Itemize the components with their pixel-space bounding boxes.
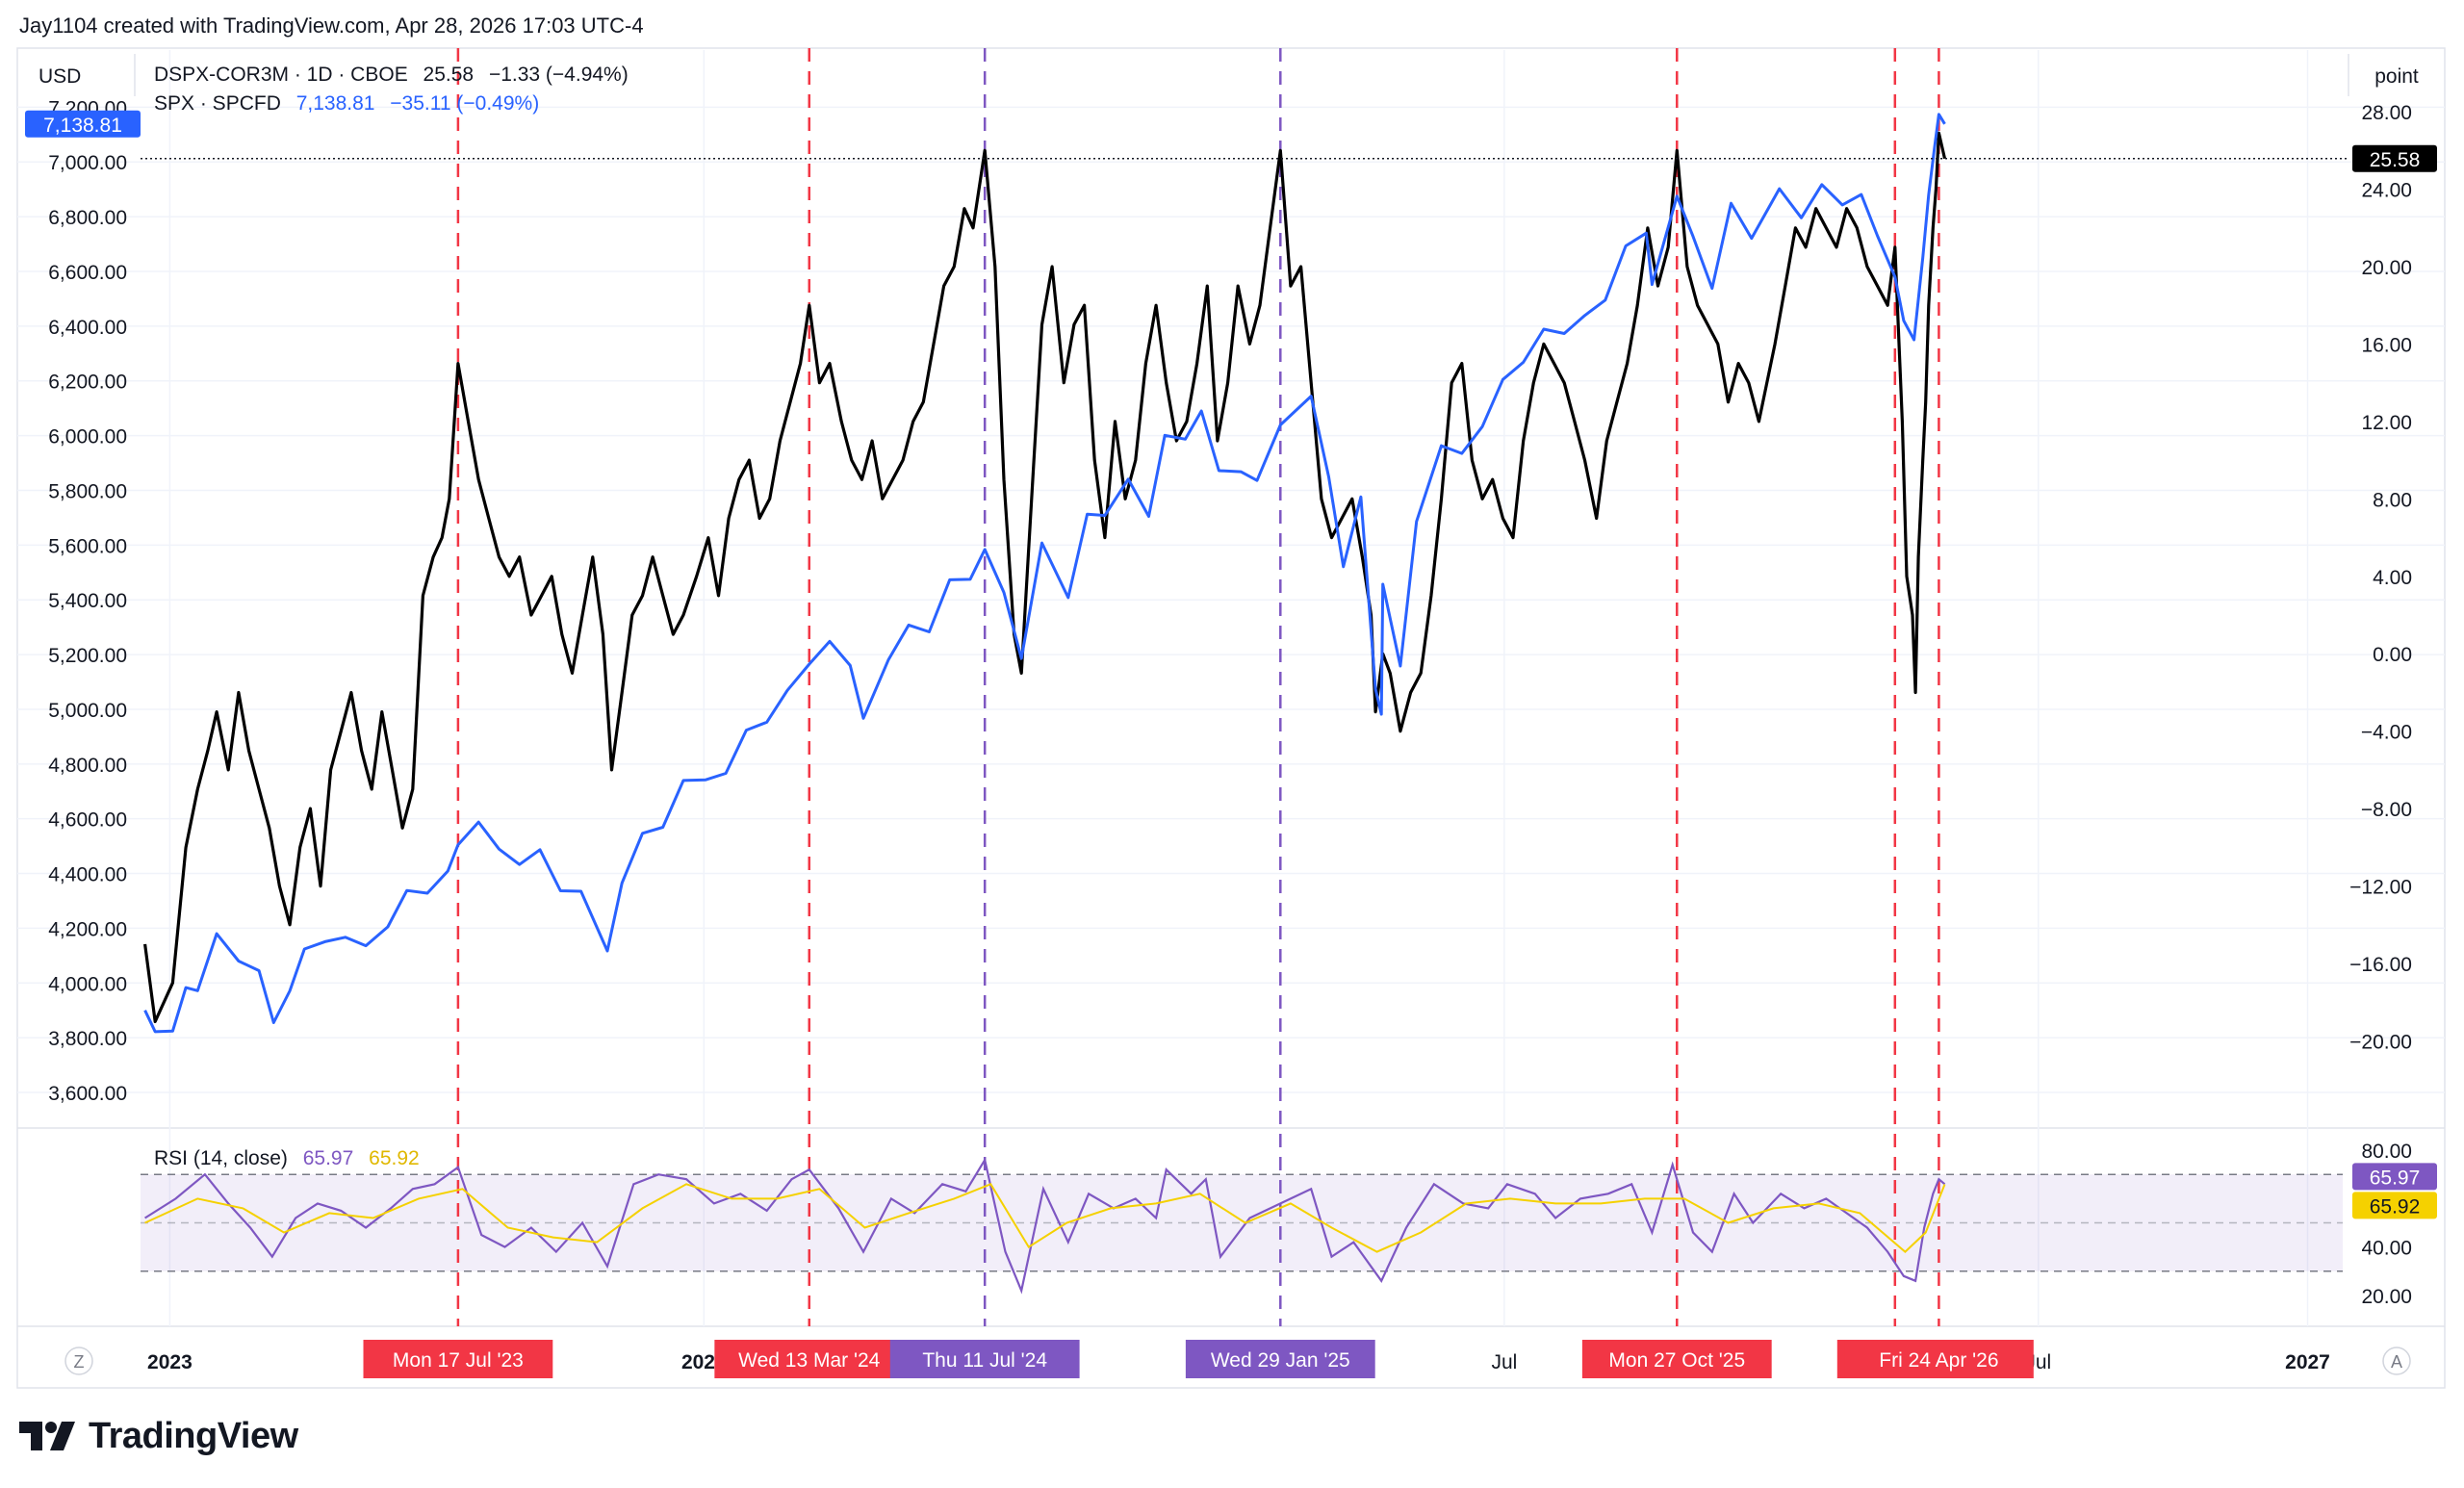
left-tick-label: 4,200.00 <box>48 918 127 940</box>
compare-last: 7,138.81 <box>296 92 375 115</box>
left-tick-label: 5,000.00 <box>48 700 127 722</box>
marker-label-bg <box>1844 1340 2034 1378</box>
svg-text:SPX · SPCFD 7,138.81: SPX · SPCFD 7,138.81 −35.11 (−0.49%) <box>154 92 539 115</box>
vertical-markers <box>456 48 1940 1326</box>
brand-logo[interactable]: TradingView <box>19 1415 298 1457</box>
left-tick-label: 5,200.00 <box>48 645 127 667</box>
grid-lines <box>17 50 2445 1326</box>
svg-text:RSI (14, close) 65.97: RSI (14, close) 65.97 65.92 <box>154 1147 420 1169</box>
right-tick-label: 4.00 <box>2373 567 2412 589</box>
brand-name: TradingView <box>89 1415 298 1456</box>
right-tick-label: 0.00 <box>2373 644 2412 666</box>
compare-change: −35.11 (−0.49%) <box>390 92 539 115</box>
rsi-title[interactable]: RSI (14, close) <box>154 1147 288 1169</box>
marker-labels: Mon 17 Jul '23 Wed 13 Mar '24 Thu 11 Jul '… <box>363 1340 2034 1378</box>
time-tick-label: 2027 <box>2285 1351 2330 1373</box>
left-tick-label: 6,800.00 <box>48 207 127 229</box>
series-line-spx <box>143 113 1946 1034</box>
left-last-badge-text: 7,138.81 <box>43 115 122 137</box>
left-tick-label: 7,000.00 <box>48 152 127 174</box>
right-tick-label: 8.00 <box>2373 489 2412 511</box>
rsi-value-badge <box>2352 1163 2437 1191</box>
currency-label[interactable]: USD <box>38 65 81 88</box>
right-tick-label: 28.00 <box>2361 102 2412 124</box>
rsi-band <box>141 1173 2343 1272</box>
rsi-legend: RSI (14, close) 65.97 65.92 <box>154 1147 420 1169</box>
svg-text:DSPX-COR3M · 1D · CBOE 2: DSPX-COR3M · 1D · CBOE 25.58 −1.33 (−4.9… <box>154 64 629 86</box>
marker-label: Wed 13 Mar '24 <box>738 1349 881 1372</box>
z-button-ring <box>64 1347 93 1375</box>
a-button-ring <box>2382 1347 2411 1375</box>
rsi-value: 65.97 <box>303 1147 354 1169</box>
chart-frame <box>16 47 2446 1389</box>
rsi-ma-value: 65.92 <box>369 1147 420 1169</box>
marker-label-bg <box>363 1340 553 1378</box>
right-tick-label: 24.00 <box>2361 180 2412 202</box>
right-last-badge-text: 25.58 <box>2370 149 2421 171</box>
marker-label-bg <box>714 1340 905 1378</box>
right-tick-label: −4.00 <box>2361 722 2412 744</box>
rsi-tick-label: 80.00 <box>2361 1141 2412 1163</box>
left-tick-label: 5,400.00 <box>48 590 127 612</box>
left-tick-label: 4,000.00 <box>48 973 127 995</box>
main-last: 25.58 <box>424 64 475 86</box>
left-tick-label: 5,600.00 <box>48 535 127 557</box>
marker-label: Fri 24 Apr '26 <box>1879 1349 1998 1372</box>
marker-label-bg <box>1581 1340 1772 1378</box>
rsi-tick-label: 20.00 <box>2361 1286 2412 1308</box>
marker-label: Wed 29 Jan '25 <box>1211 1349 1350 1372</box>
left-tick-label: 5,800.00 <box>48 480 127 502</box>
marker-label: Mon 27 Oct '25 <box>1608 1349 1745 1372</box>
tradingview-logo-icon <box>19 1422 75 1450</box>
price-series-layer <box>143 113 1947 1034</box>
rsi-ma-badge-text: 65.92 <box>2370 1195 2421 1218</box>
time-tick-label: Jul <box>1491 1351 1517 1373</box>
series-line-dspx-cor3m <box>143 131 1947 1024</box>
axes-labels: 3,600.00 3,800.00 4,000.00 4,200.00 4,400.00… <box>25 97 2437 1373</box>
chart-credit: Jay1104 created with TradingView.com, Ap… <box>19 13 644 38</box>
left-last-badge <box>25 110 141 138</box>
right-tick-label: −20.00 <box>2349 1031 2412 1053</box>
marker-label: Mon 17 Jul '23 <box>393 1349 524 1372</box>
right-tick-label: 12.00 <box>2361 412 2412 434</box>
right-last-badge <box>2352 144 2437 172</box>
left-tick-label: 6,400.00 <box>48 317 127 339</box>
main-change: −1.33 (−4.94%) <box>489 64 629 86</box>
rsi-ma-line <box>144 1183 1946 1253</box>
left-tick-label: 6,000.00 <box>48 426 127 449</box>
left-tick-label: 3,800.00 <box>48 1028 127 1050</box>
right-tick-label: −8.00 <box>2361 799 2412 821</box>
right-tick-label: 20.00 <box>2361 257 2412 279</box>
z-button[interactable]: Z <box>74 1352 85 1372</box>
left-tick-label: 4,800.00 <box>48 755 127 777</box>
marker-label-bg <box>889 1340 1080 1378</box>
main-legend: DSPX-COR3M · 1D · CBOE 25.58 −1.33 (−4.9… <box>154 64 629 115</box>
rsi-tick-label: 40.00 <box>2361 1238 2412 1260</box>
left-tick-label: 4,400.00 <box>48 864 127 886</box>
auto-scale-button[interactable]: A <box>2391 1352 2402 1372</box>
right-tick-label: 16.00 <box>2361 334 2412 356</box>
right-tick-label: −12.00 <box>2349 877 2412 899</box>
left-tick-label: 6,600.00 <box>48 262 127 284</box>
compare-symbol[interactable]: SPX · SPCFD <box>154 92 281 115</box>
rsi-series-layer <box>144 1157 1946 1295</box>
rsi-value-badge-text: 65.97 <box>2370 1167 2421 1189</box>
right-tick-label: −16.00 <box>2349 954 2412 976</box>
left-tick-label: 6,200.00 <box>48 372 127 394</box>
rsi-ma-badge <box>2352 1192 2437 1219</box>
left-tick-label: 4,600.00 <box>48 809 127 832</box>
marker-label: Thu 11 Jul '24 <box>922 1349 1047 1372</box>
marker-label-bg <box>1185 1340 1375 1378</box>
left-tick-label: 3,600.00 <box>48 1083 127 1105</box>
time-tick-label: 2023 <box>147 1351 192 1373</box>
scale-mode-label[interactable]: point <box>2374 65 2419 88</box>
main-symbol[interactable]: DSPX-COR3M · 1D · CBOE <box>154 64 408 86</box>
